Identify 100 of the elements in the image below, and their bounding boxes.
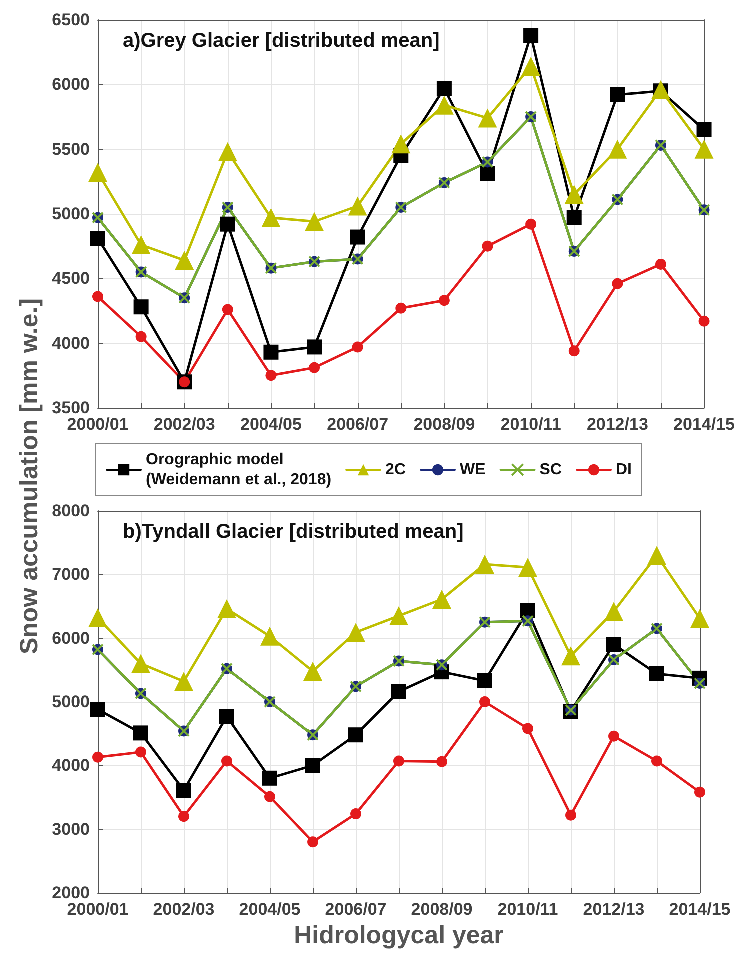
x-axis-title: Hidrologycal year <box>294 922 504 950</box>
y-tick-label: 4500 <box>52 269 90 288</box>
point <box>348 728 364 743</box>
point <box>476 554 494 574</box>
point <box>436 81 452 96</box>
point <box>264 344 279 360</box>
x-tick-label: 2002/03 <box>154 415 216 434</box>
point <box>648 546 666 566</box>
point <box>175 251 194 270</box>
point <box>566 210 582 226</box>
point <box>136 746 146 758</box>
y-tick-label: 8000 <box>52 502 90 520</box>
point <box>307 340 322 355</box>
point <box>260 626 280 646</box>
x-tick-label: 2014/15 <box>674 415 735 434</box>
point <box>518 558 538 578</box>
point <box>174 672 194 692</box>
point <box>434 96 454 115</box>
point <box>608 730 620 742</box>
point <box>694 140 714 159</box>
x-tick-label: 2008/09 <box>411 900 473 919</box>
point <box>136 331 147 342</box>
point <box>482 240 494 252</box>
point <box>132 654 150 674</box>
point <box>352 342 364 353</box>
point <box>220 216 236 232</box>
y-tick-label: 7000 <box>52 565 90 584</box>
x-tick-label: 2014/15 <box>669 900 731 919</box>
point <box>394 756 404 767</box>
legend-label: Orographic model (Weidemann et al., 2018) <box>146 452 332 488</box>
y-tick-label: 2000 <box>52 884 90 902</box>
legend-label: SC <box>540 462 562 478</box>
point <box>178 811 190 822</box>
point <box>262 208 281 228</box>
point <box>390 606 408 626</box>
point <box>480 696 490 708</box>
point <box>564 185 584 204</box>
point <box>304 662 322 681</box>
y-axis-title: Snow accumulation [mm w.e.] <box>16 298 44 655</box>
x-tick-label: 2006/07 <box>327 415 389 434</box>
x-tick-label: 2006/07 <box>325 900 387 919</box>
point <box>522 723 534 734</box>
x-tick-label: 2012/13 <box>583 900 645 919</box>
point <box>480 166 496 182</box>
point <box>266 370 277 382</box>
point <box>562 646 580 666</box>
x-tick-label: 2008/09 <box>414 415 476 434</box>
point <box>604 602 624 622</box>
point <box>222 304 234 316</box>
point <box>698 316 710 327</box>
point <box>88 163 108 182</box>
point <box>694 786 706 798</box>
point <box>88 608 108 628</box>
point <box>305 212 324 232</box>
y-tick-label: 6000 <box>52 628 90 648</box>
point <box>436 756 448 768</box>
x-tick-label: 2010/11 <box>500 415 562 434</box>
point <box>306 758 320 774</box>
point <box>309 362 320 374</box>
point <box>396 302 407 314</box>
x-tick-label: 2000/01 <box>67 415 129 434</box>
point <box>566 810 576 821</box>
point <box>218 142 238 162</box>
point <box>478 673 492 688</box>
point <box>526 218 537 230</box>
x-tick-label: 2004/05 <box>239 900 301 919</box>
legend-label: DI <box>616 462 632 478</box>
point <box>264 791 276 802</box>
point <box>92 291 104 302</box>
y-tick-label: 5000 <box>52 204 90 224</box>
point <box>350 230 366 245</box>
x-tick-label: 2000/01 <box>67 900 129 919</box>
point <box>346 623 366 642</box>
point <box>392 134 411 154</box>
point <box>134 300 149 315</box>
x-tick-label: 2002/03 <box>153 900 215 919</box>
y-tick-label: 6000 <box>52 75 90 94</box>
point <box>134 726 148 741</box>
point <box>308 836 318 848</box>
point <box>262 770 278 786</box>
point <box>392 684 406 700</box>
point <box>90 702 106 718</box>
y-tick-label: 6500 <box>52 10 90 30</box>
point <box>92 752 104 763</box>
point <box>610 88 626 103</box>
point <box>651 80 670 100</box>
point <box>568 346 580 357</box>
point <box>220 709 234 724</box>
text: b)Tyndall Glacier [distributed mean] <box>123 521 464 543</box>
point <box>652 756 662 767</box>
point <box>608 140 628 159</box>
legend-label: WE <box>460 462 486 478</box>
y-tick-label: 4000 <box>52 756 90 776</box>
text: a)Grey Glacier [distributed mean] <box>123 30 440 52</box>
point <box>218 600 236 619</box>
y-tick-label: 5000 <box>52 692 90 712</box>
y-tick-label: 4000 <box>52 334 90 353</box>
y-tick-label: 3500 <box>52 398 90 418</box>
point <box>90 231 106 246</box>
point <box>432 590 452 609</box>
